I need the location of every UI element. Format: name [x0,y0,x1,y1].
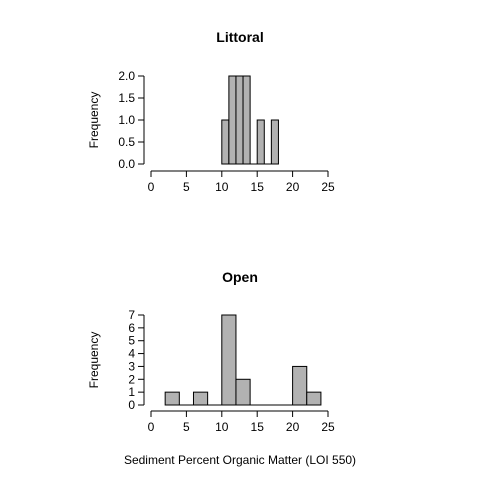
x-tick-label: 10 [215,420,229,434]
x-tick-label: 25 [321,180,335,194]
x-tick-label: 0 [148,420,155,434]
y-tick-label: 7 [128,308,135,322]
histogram-bar [256,119,265,165]
y-axis-label: Frequency [87,92,101,149]
y-tick-label: 2.0 [118,69,135,83]
histogram-bar [221,119,230,165]
littoral-histogram-panel: Littoral Frequency 0 5 10 15 20 25 0.0 0.5 1.0 1… [87,29,335,194]
x-tick-label: 20 [286,420,300,434]
bars-group [221,75,279,165]
histogram-bar [235,378,251,406]
y-tick-label: 0 [128,398,135,412]
chart-title: Open [222,269,258,285]
bars-group [164,314,322,406]
y-tick-label: 1.5 [118,91,135,105]
y-tick-label: 0.0 [118,157,135,171]
x-axis-label: Sediment Percent Organic Matter (LOI 550… [124,453,356,467]
histogram-bar [270,119,279,165]
y-tick-label: 4 [128,347,135,361]
x-tick-label: 5 [183,420,190,434]
x-tick-label: 10 [215,180,229,194]
y-tick-label: 5 [128,334,135,348]
histogram-bar [292,365,308,406]
y-axis: 0.0 0.5 1.0 1.5 2.0 [118,69,145,171]
y-axis-label: Frequency [87,332,101,389]
y-tick-label: 1 [128,385,135,399]
histogram-bar [164,391,180,406]
y-tick-label: 1.0 [118,113,135,127]
histogram-bar [306,391,322,406]
x-tick-label: 15 [251,180,265,194]
y-tick-label: 6 [128,321,135,335]
x-tick-label: 0 [148,180,155,194]
x-axis: 0 5 10 15 20 25 [148,410,335,434]
x-tick-label: 15 [251,420,265,434]
y-tick-label: 0.5 [118,135,135,149]
histogram-bar [235,75,244,165]
chart-title: Littoral [216,29,263,45]
histogram-bar [221,314,237,406]
histogram-bar [242,75,251,165]
y-tick-label: 3 [128,359,135,373]
histogram-bar [192,391,209,406]
x-tick-label: 20 [286,180,300,194]
x-tick-label: 25 [321,420,335,434]
histogram-bar [228,75,237,165]
y-tick-label: 2 [128,372,135,386]
x-axis: 0 5 10 15 20 25 [148,170,335,194]
x-tick-label: 5 [183,180,190,194]
